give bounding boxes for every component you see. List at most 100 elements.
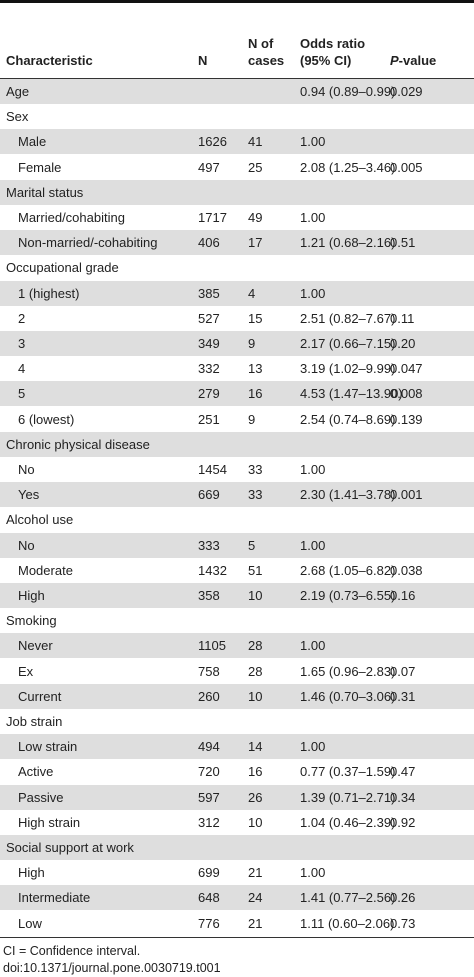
table-cell: 1.00 [300, 739, 326, 755]
table-row: Smoking [0, 608, 474, 633]
table-cell: 4 [248, 285, 256, 301]
table-cell: 0.008 [390, 386, 423, 402]
header-cell: N [198, 53, 208, 68]
header-text: (95% CI) [300, 53, 352, 68]
table-row: Female 497 25 2.08 (1.25–3.46) 0.005 [0, 155, 474, 180]
table-cell: Intermediate [18, 890, 91, 906]
table-cell: 0.73 [390, 915, 416, 931]
table-cell: High strain [18, 814, 81, 830]
table-cell: 1.00 [300, 285, 326, 301]
table-cell: 0.20 [390, 336, 416, 351]
table-cell: High [18, 865, 45, 881]
table-row: Occupational grade [0, 255, 474, 280]
table-cell: 497 [198, 159, 220, 175]
table-cell: Age [6, 84, 30, 99]
table-cell: 2.54 (0.74–8.69) [300, 411, 396, 427]
table-cell: 1.46 (0.70–3.06) [300, 688, 396, 704]
table-cell: 0.047 [390, 361, 423, 377]
table-cell: 260 [198, 688, 220, 704]
table-row: Low 776 21 1.11 (0.60–2.06) 0.73 [0, 911, 474, 936]
table-cell: 1717 [198, 210, 227, 225]
header-text: P [390, 53, 399, 68]
table-row: Active 720 16 0.77 (0.37–1.59) 0.47 [0, 759, 474, 784]
table-row: 2 527 15 2.51 (0.82–7.67) 0.11 [0, 306, 474, 331]
table-row: 6 (lowest) 251 9 2.54 (0.74–8.69) 0.139 [0, 407, 474, 432]
table-cell: 358 [198, 588, 220, 603]
table-cell: 2.30 (1.41–3.78) [300, 487, 396, 503]
table-cell: 1.21 (0.68–2.16) [300, 235, 396, 251]
header-text: -value [398, 53, 437, 68]
header-text: cases [248, 53, 285, 68]
table-cell: 699 [198, 865, 220, 881]
table-row: High strain 312 10 1.04 (0.46–2.39) 0.92 [0, 810, 474, 835]
table-cell: 597 [198, 789, 220, 805]
table-cell: 0.92 [390, 814, 416, 830]
table-cell: 3 [18, 336, 26, 351]
table-cell: Social support at work [6, 840, 134, 855]
table-cell: 312 [198, 814, 220, 830]
table-row: No 333 5 1.00 [0, 532, 474, 558]
table-row: Job strain [0, 709, 474, 734]
header-cell: Characteristic [6, 53, 93, 68]
table-cell: 669 [198, 487, 220, 503]
table-cell: 0.51 [390, 235, 416, 251]
table-cell: 0.47 [390, 764, 416, 780]
table-cell: 5 [248, 537, 256, 553]
table-cell: 251 [198, 411, 220, 427]
table-cell: 1.00 [300, 865, 326, 881]
table-row: Sex [0, 104, 474, 129]
top-rule [0, 0, 474, 3]
table-cell: 4.53 (1.47–13.90) [300, 386, 403, 402]
table-cell: 648 [198, 890, 220, 906]
table-cell: 0.34 [390, 789, 416, 805]
table-cell: 21 [248, 915, 263, 931]
table-cell: 17 [248, 235, 263, 251]
table-cell: 16 [248, 386, 263, 402]
table-cell: 2.19 (0.73–6.55) [300, 588, 396, 603]
header-cell: N of cases [248, 35, 284, 69]
table-cell: 24 [248, 890, 263, 906]
table-row: Low strain 494 14 1.00 [0, 734, 474, 760]
table-cell: 0.26 [390, 890, 416, 906]
table-row: Yes 669 33 2.30 (1.41–3.78) 0.001 [0, 482, 474, 508]
table-cell: 3.19 (1.02–9.99) [300, 361, 396, 377]
table-cell: 0.16 [390, 588, 416, 603]
table-cell: 41 [248, 134, 263, 150]
table-cell: 0.77 (0.37–1.59) [300, 764, 396, 780]
table-cell: Non-married/-cohabiting [18, 235, 158, 251]
table-cell: 2.08 (1.25–3.46) [300, 159, 396, 175]
table-cell: 0.11 [390, 310, 415, 326]
table-cell: Never [18, 638, 53, 654]
table-row: Moderate 1432 51 2.68 (1.05–6.82) 0.038 [0, 558, 474, 583]
table-cell: 1454 [198, 462, 227, 477]
table-cell: 5 [18, 386, 26, 402]
table-cell: Female [18, 159, 62, 175]
table-cell: 0.07 [390, 663, 416, 679]
table-row: Non-married/-cohabiting 406 17 1.21 (0.68–2… [0, 230, 474, 256]
table-cell: 0.038 [390, 562, 423, 578]
table-row: No 1454 33 1.00 [0, 457, 474, 482]
table-cell: 25 [248, 159, 263, 175]
table-cell: Marital status [6, 184, 84, 200]
table-cell: 2 [18, 310, 26, 326]
header-rule [0, 78, 474, 79]
table-cell: 1626 [198, 134, 227, 150]
table-cell: Smoking [6, 613, 57, 629]
table-row: Intermediate 648 24 1.41 (0.77–2.56) 0.26 [0, 885, 474, 911]
table-cell: Sex [6, 109, 29, 125]
table-cell: Yes [18, 487, 40, 503]
table-cell: 494 [198, 739, 220, 755]
table-cell: 9 [248, 336, 256, 351]
table-cell: 720 [198, 764, 220, 780]
header-text: Odds ratio [300, 36, 366, 51]
table-cell: Ex [18, 663, 34, 679]
table-row: 4 332 13 3.19 (1.02–9.99) 0.047 [0, 356, 474, 381]
table-cell: 28 [248, 663, 263, 679]
table-cell: Male [18, 134, 47, 150]
table-cell: Current [18, 688, 62, 704]
table-cell: Occupational grade [6, 260, 119, 276]
table-row: Married/cohabiting 1717 49 1.00 [0, 205, 474, 230]
table-cell: 1.00 [300, 537, 326, 553]
table-cell: 1.41 (0.77–2.56) [300, 890, 396, 906]
table-row: 5 279 16 4.53 (1.47–13.90) 0.008 [0, 381, 474, 407]
